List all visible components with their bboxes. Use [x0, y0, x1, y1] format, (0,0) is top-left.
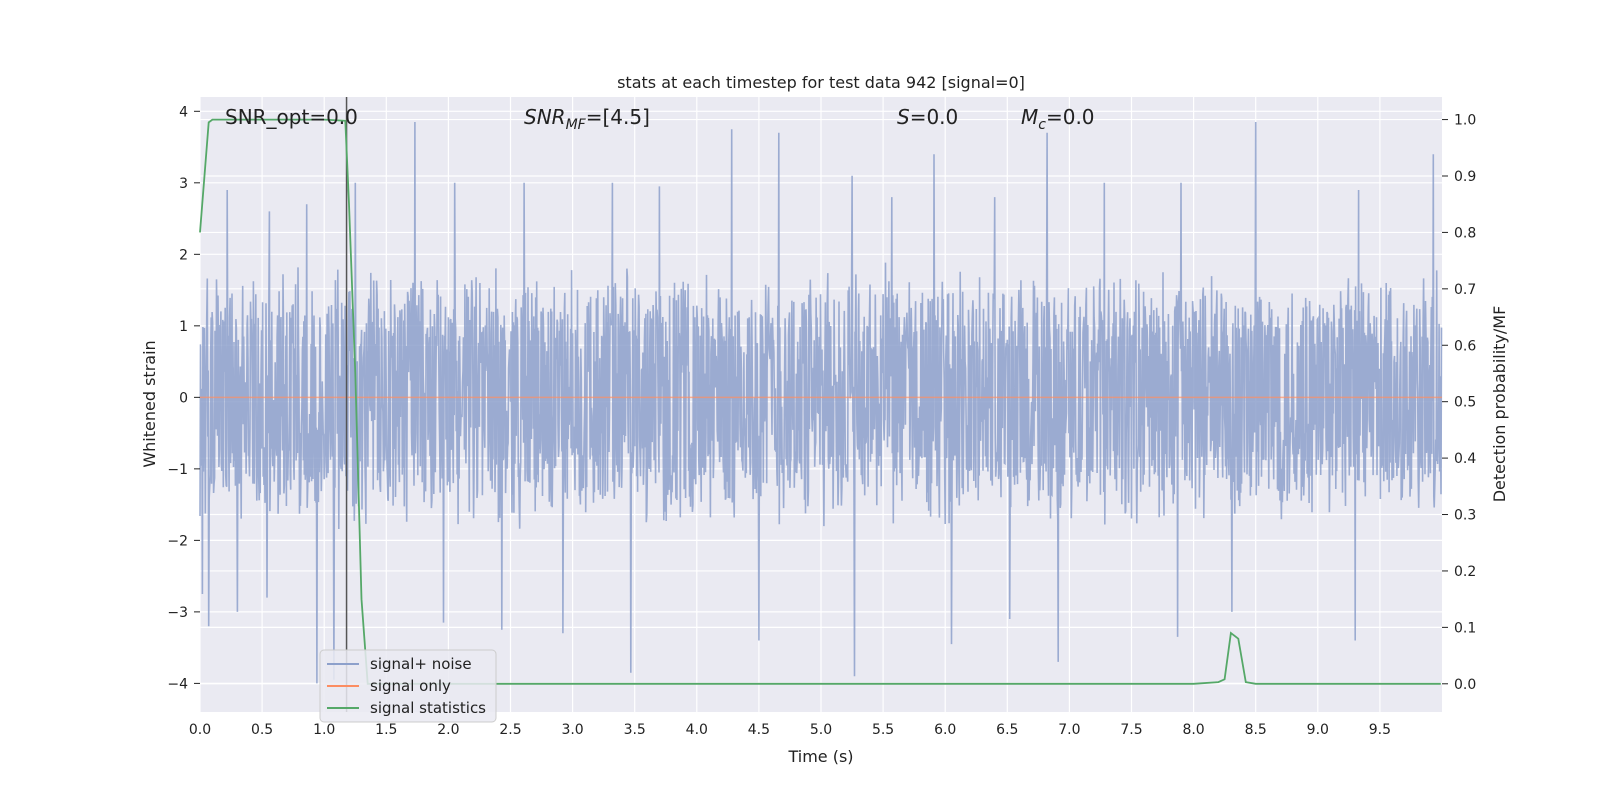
x-tick-label: 8.0	[1182, 722, 1204, 738]
y2-tick-label: 0.2	[1454, 564, 1476, 580]
y2-axis-label: Detection probability/MF	[1490, 306, 1509, 503]
x-tick-label: 5.5	[872, 722, 894, 738]
x-tick-label: 6.0	[934, 722, 956, 738]
y-tick-label: 0	[179, 390, 188, 406]
y-axis-label: Whitened strain	[140, 340, 159, 467]
x-tick-label: 4.5	[748, 722, 770, 738]
s-annotation: S=0.0	[897, 105, 958, 129]
x-tick-label: 9.5	[1369, 722, 1391, 738]
x-tick-label: 3.0	[561, 722, 583, 738]
mc-subscript: c	[1038, 117, 1046, 133]
y2-tick-label: 0.0	[1454, 677, 1476, 693]
y-tick-label: −3	[167, 605, 188, 621]
signal-statistics-series	[199, 118, 1441, 685]
y2-axis-ticks: 1.0 0.9 0.8 0.7 0.6 0.5 0.4 0.3 0.2 0.1 0.0	[1442, 113, 1476, 693]
y2-tick-label: 0.3	[1454, 508, 1476, 524]
snr-mf-subscript: MF	[566, 117, 587, 133]
y2-tick-label: 1.0	[1454, 113, 1476, 129]
snr-mf-annotation: SNRMF=[4.5]	[524, 105, 650, 133]
x-tick-label: 7.0	[1058, 722, 1080, 738]
y-tick-label: −2	[167, 533, 188, 549]
y-tick-label: −4	[167, 676, 188, 692]
x-tick-label: 4.0	[686, 722, 708, 738]
y-tick-label: 4	[179, 104, 188, 120]
y2-tick-label: 0.5	[1454, 395, 1476, 411]
snr-mf-value: =[4.5]	[586, 105, 650, 129]
y-tick-label: 2	[179, 247, 188, 263]
s-value: =0.0	[910, 105, 959, 129]
mc-annotation: Mc=0.0	[1021, 105, 1095, 133]
legend-label-signal-statistics: signal statistics	[370, 699, 486, 717]
signal-noise-series	[199, 121, 1443, 684]
chart-title: stats at each timestep for test data 942…	[617, 73, 1025, 92]
x-tick-label: 0.0	[189, 722, 211, 738]
s-symbol: S	[897, 105, 910, 129]
y2-tick-label: 0.8	[1454, 225, 1476, 241]
x-tick-label: 1.5	[375, 722, 397, 738]
y2-tick-label: 0.6	[1454, 338, 1476, 354]
x-tick-label: 7.5	[1120, 722, 1142, 738]
x-tick-label: 2.5	[499, 722, 521, 738]
y2-tick-label: 0.4	[1454, 451, 1476, 467]
x-tick-label: 9.0	[1307, 722, 1329, 738]
x-tick-label: 2.0	[437, 722, 459, 738]
y-axis-ticks: 4 3 2 1 0 −1 −2 −3 −4	[167, 104, 200, 692]
legend-label-signal-only: signal only	[370, 677, 451, 695]
x-tick-label: 1.0	[313, 722, 335, 738]
x-tick-label: 8.5	[1245, 722, 1267, 738]
y-tick-label: −1	[167, 462, 188, 478]
mc-value: =0.0	[1046, 105, 1095, 129]
legend-box	[319, 649, 497, 723]
y-tick-label: 3	[179, 176, 188, 192]
y2-tick-label: 0.7	[1454, 282, 1476, 298]
x-axis-label: Time (s)	[787, 747, 853, 766]
y-tick-label: 1	[179, 319, 188, 335]
x-tick-label: 0.5	[251, 722, 273, 738]
x-tick-label: 5.0	[810, 722, 832, 738]
y2-tick-label: 0.1	[1454, 620, 1476, 636]
x-tick-label: 6.5	[996, 722, 1018, 738]
mc-symbol: M	[1021, 105, 1038, 129]
y2-tick-label: 0.9	[1454, 169, 1476, 185]
signal-noise-trace	[199, 121, 1443, 684]
snr-opt-annotation: SNR_opt=0.0	[225, 105, 358, 129]
snr-mf-symbol: SNR	[524, 105, 566, 129]
x-tick-label: 3.5	[624, 722, 646, 738]
legend-label-signal-noise: signal+ noise	[370, 655, 472, 673]
legend: signal+ noise signal only signal statist…	[319, 649, 497, 723]
x-axis-ticks: 0.0 0.5 1.0 1.5 2.0 2.5 3.0 3.5 4.0 4.5 5.0 5.5 6.0 6…	[189, 722, 1391, 738]
